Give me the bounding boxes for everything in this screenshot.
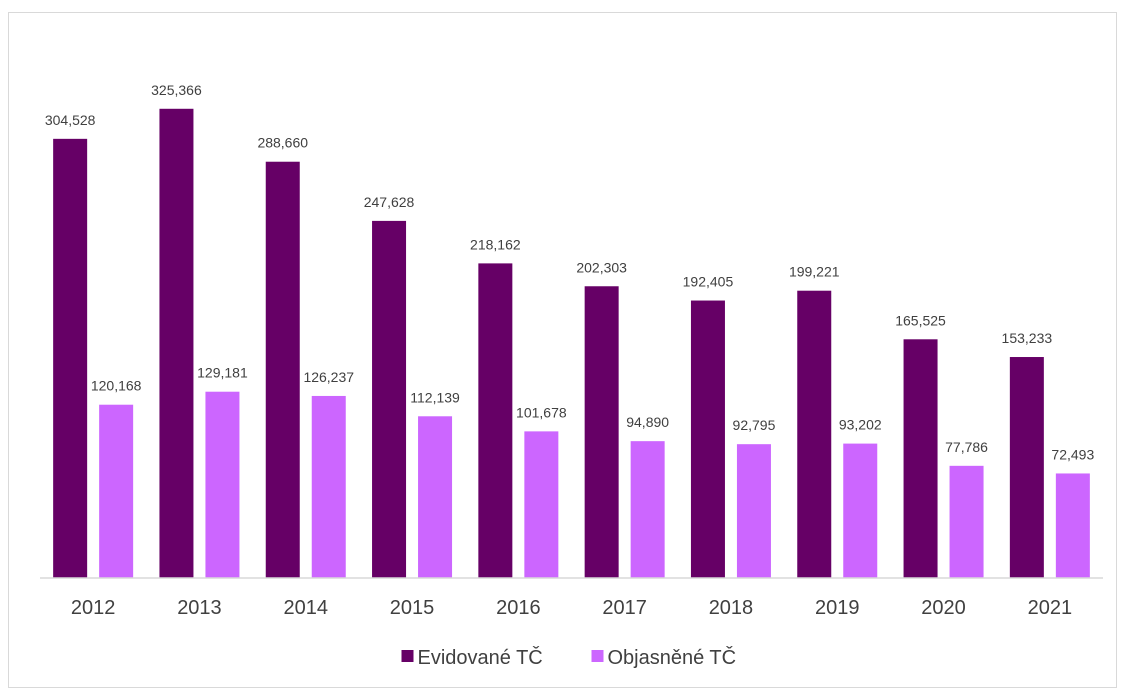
x-tick-label-2016: 2016 [496, 597, 541, 619]
data-label-evidovane-2019: 199,221 [789, 264, 840, 280]
legend-swatch-evidovane [401, 650, 414, 662]
bar-objasnene-2013 [205, 391, 240, 578]
data-label-objasnene-2015: 112,139 [410, 389, 460, 405]
bar-evidovane-2012 [53, 138, 88, 578]
bar-objasnene-2017 [630, 441, 665, 578]
bar-objasnene-2016 [524, 431, 559, 578]
data-label-objasnene-2017: 94,890 [626, 414, 669, 430]
x-tick-label-2012: 2012 [71, 597, 116, 619]
x-tick-labels: 2012 2013 2014 2015 2016 2017 2018 2019 2020 2021 [71, 597, 1072, 619]
legend-swatch-objasnene [591, 650, 604, 662]
legend: Evidované TČ Objasněné TČ [401, 646, 737, 669]
bar-objasnene-2019 [843, 443, 878, 578]
bar-evidovane-2018 [690, 300, 725, 578]
data-label-objasnene-2016: 101,678 [516, 404, 567, 420]
bar-evidovane-2017 [584, 286, 619, 578]
bar-objasnene-2018 [736, 444, 771, 578]
data-label-objasnene-2020: 77,786 [945, 439, 988, 455]
data-labels-layer: 304,528 120,168 325,366 129,181 288,660 126,2… [45, 82, 1095, 463]
bar-objasnene-2020 [949, 465, 984, 578]
data-label-evidovane-2016: 218,162 [470, 236, 521, 252]
bar-evidovane-2015 [372, 220, 407, 579]
x-tick-label-2018: 2018 [709, 597, 754, 619]
x-tick-label-2014: 2014 [284, 597, 329, 619]
bar-evidovane-2016 [478, 263, 513, 578]
bar-objasnene-2014 [311, 395, 346, 578]
x-tick-label-2020: 2020 [921, 597, 966, 619]
x-tick-label-2013: 2013 [177, 597, 222, 619]
data-label-objasnene-2012: 120,168 [91, 378, 142, 394]
x-tick-label-2021: 2021 [1028, 597, 1073, 619]
bar-evidovane-2020 [903, 339, 938, 578]
data-label-evidovane-2017: 202,303 [576, 259, 627, 275]
data-label-evidovane-2013: 325,366 [151, 82, 202, 98]
data-label-evidovane-2020: 165,525 [895, 312, 946, 328]
bars-layer [53, 108, 1090, 579]
legend-label-objasnene: Objasněné TČ [608, 646, 737, 669]
legend-label-evidovane: Evidované TČ [418, 646, 543, 669]
data-label-objasnene-2019: 93,202 [839, 417, 882, 433]
data-label-evidovane-2014: 288,660 [257, 135, 308, 151]
data-label-evidovane-2021: 153,233 [1002, 330, 1053, 346]
x-tick-label-2017: 2017 [602, 597, 647, 619]
bar-evidovane-2014 [265, 161, 300, 578]
data-label-objasnene-2018: 92,795 [733, 417, 776, 433]
bar-objasnene-2015 [418, 416, 453, 578]
bar-objasnene-2021 [1055, 473, 1090, 578]
data-label-objasnene-2013: 129,181 [197, 365, 248, 381]
bar-evidovane-2019 [797, 290, 832, 578]
data-label-objasnene-2021: 72,493 [1051, 446, 1094, 462]
x-tick-label-2019: 2019 [815, 597, 860, 619]
bar-evidovane-2021 [1009, 357, 1044, 578]
bar-objasnene-2012 [99, 404, 134, 578]
x-tick-label-2015: 2015 [390, 597, 435, 619]
data-label-evidovane-2015: 247,628 [364, 194, 415, 210]
data-label-evidovane-2012: 304,528 [45, 112, 96, 128]
data-label-evidovane-2018: 192,405 [683, 274, 734, 290]
bar-evidovane-2013 [159, 108, 194, 579]
data-label-objasnene-2014: 126,237 [303, 369, 354, 385]
